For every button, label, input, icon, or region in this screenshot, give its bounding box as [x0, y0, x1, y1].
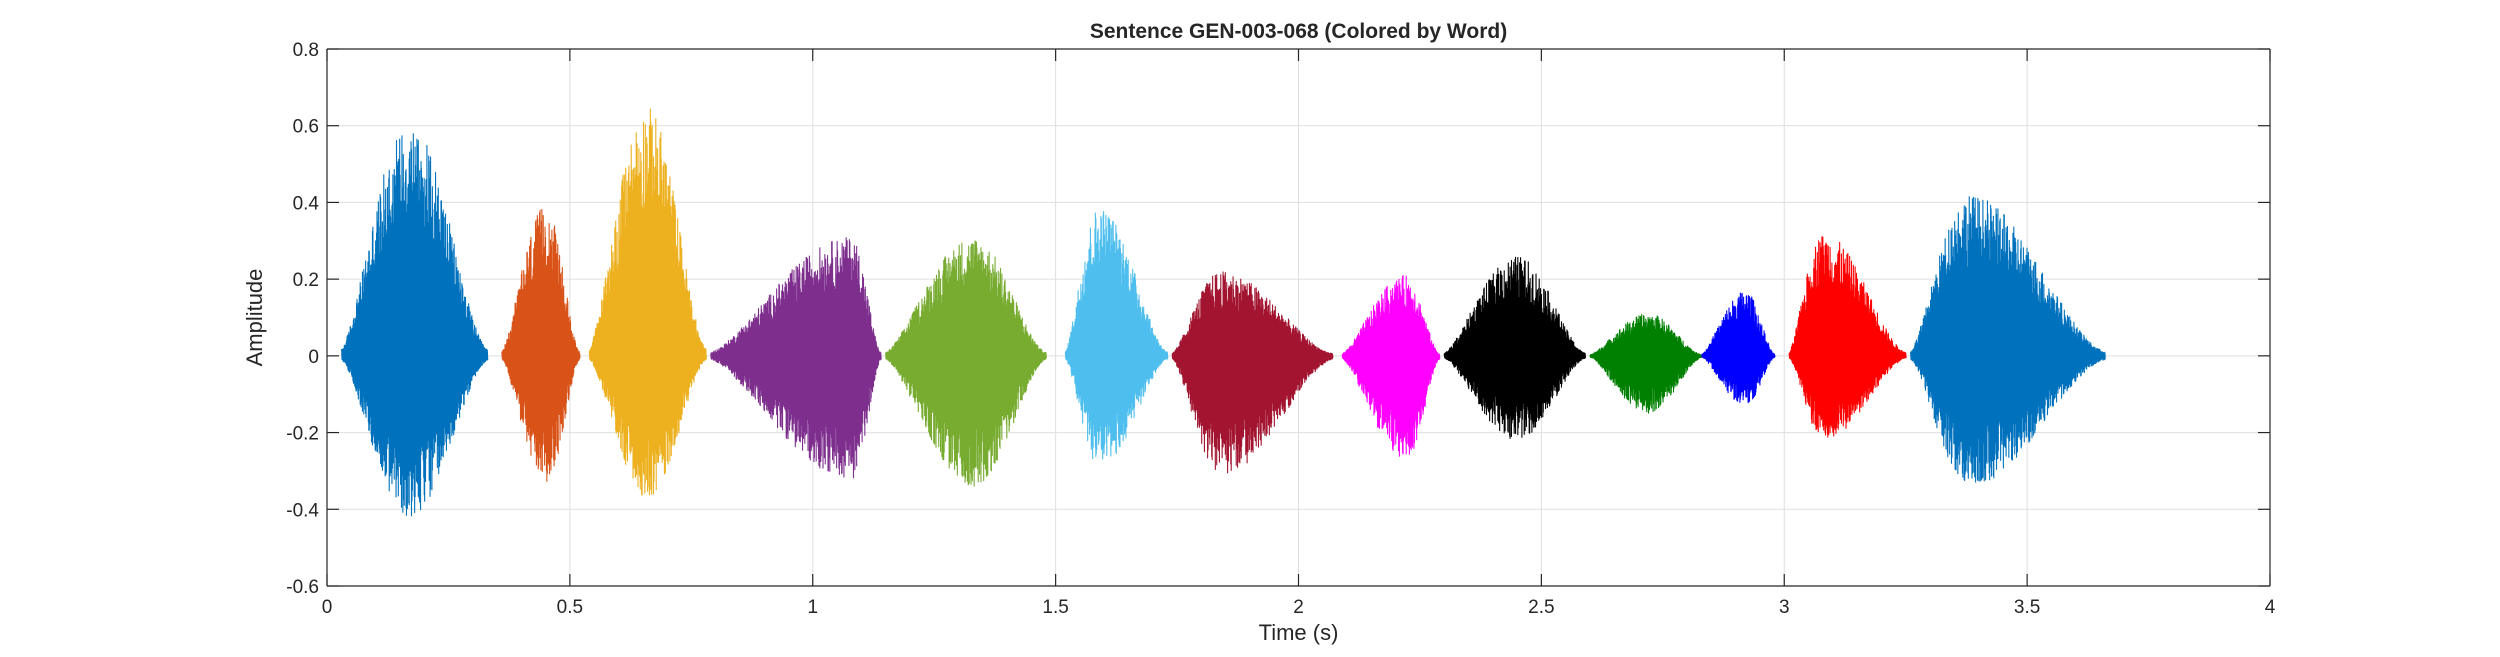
- y-tick-label: 0.6: [293, 117, 319, 138]
- x-tick-label: 4: [2265, 597, 2276, 618]
- word-waveform-6: [1064, 210, 1169, 460]
- word-waveform-10: [1589, 314, 1703, 414]
- tick-labels: 0 0.5 1 1.5 2 2.5 3 3.5 4 -0.6 -0.4 -0.2 0 0.2 0.4 0.6 0…: [286, 40, 2275, 618]
- y-tick-label: -0.6: [286, 577, 319, 598]
- x-tick-label: 0: [322, 597, 333, 618]
- x-tick-label: 3: [1779, 597, 1790, 618]
- word-waveform-1: [341, 133, 489, 517]
- word-waveform-9: [1443, 256, 1587, 440]
- word-waveform-7: [1171, 271, 1334, 474]
- word-waveform-13: [1909, 196, 2106, 483]
- x-tick-label: 1: [807, 597, 818, 618]
- word-waveform-2: [501, 208, 581, 482]
- word-waveform-3: [588, 108, 707, 496]
- word-waveform-12: [1788, 236, 1907, 438]
- word-waveform-11: [1701, 292, 1776, 404]
- word-waveform-5: [885, 240, 1047, 487]
- x-axis-label: Time (s): [1259, 620, 1339, 645]
- x-tick-label: 0.5: [557, 597, 583, 618]
- x-tick-label: 2: [1293, 597, 1304, 618]
- chart-title: Sentence GEN-003-068 (Colored by Word): [1090, 20, 1507, 43]
- y-tick-label: 0.8: [293, 40, 319, 61]
- y-axis-label: Amplitude: [242, 269, 267, 367]
- x-tick-label: 2.5: [1528, 597, 1554, 618]
- y-tick-label: 0.2: [293, 270, 319, 291]
- y-tick-label: -0.2: [286, 424, 319, 445]
- axes: [326, 48, 2271, 587]
- x-tick-label: 1.5: [1042, 597, 1068, 618]
- word-waveform-4: [710, 237, 882, 479]
- y-tick-label: 0.4: [293, 193, 320, 214]
- x-tick-label: 3.5: [2014, 597, 2040, 618]
- y-tick-label: 0: [308, 347, 319, 368]
- word-waveforms: [341, 108, 2106, 517]
- y-tick-label: -0.4: [286, 500, 319, 521]
- word-waveform-8: [1341, 275, 1441, 457]
